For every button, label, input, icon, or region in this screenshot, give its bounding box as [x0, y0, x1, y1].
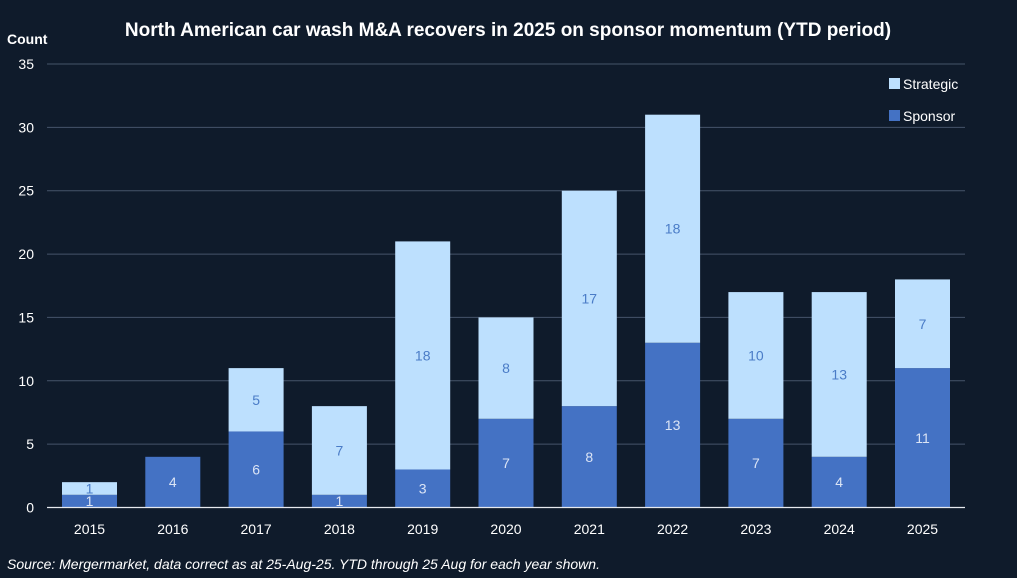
y-tick-label: 5	[26, 436, 34, 452]
data-label-sponsor-2025: 11	[915, 430, 930, 446]
data-label-strategic-2025: 7	[919, 316, 927, 332]
x-tick-label: 2020	[490, 521, 521, 537]
bar-strategic-2018	[311, 406, 367, 495]
y-tick-label: 15	[18, 309, 34, 325]
bars	[62, 114, 950, 508]
bar-strategic-2025	[895, 279, 950, 369]
x-tick-label: 2024	[824, 521, 855, 537]
bar-strategic-2020	[478, 317, 534, 419]
y-axis-title: Count	[7, 31, 48, 47]
data-label-strategic-2021: 17	[582, 290, 598, 306]
y-tick-label: 35	[18, 56, 34, 72]
bar-strategic-2019	[395, 241, 451, 470]
bar-sponsor-2015	[62, 494, 117, 508]
data-label-sponsor-2017: 6	[252, 461, 260, 477]
data-label-sponsor-2022: 13	[665, 417, 681, 433]
y-tick-label: 20	[18, 246, 34, 262]
x-tick-label: 2025	[907, 521, 938, 537]
legend: Strategic Sponsor	[889, 76, 958, 124]
bar-sponsor-2017	[228, 431, 284, 508]
bar-sponsor-2025	[895, 368, 950, 508]
y-tick-label: 0	[26, 500, 34, 516]
data-label-sponsor-2016: 4	[169, 474, 177, 490]
y-axis-ticks: 0 5 10 15 20 25 30 35	[18, 56, 34, 516]
bar-strategic-2023	[728, 292, 784, 419]
data-label-strategic-2019: 18	[415, 347, 431, 363]
data-label-strategic-2017: 5	[252, 392, 260, 408]
data-label-sponsor-2018: 1	[336, 493, 344, 509]
x-axis-ticks: 2015 2016 2017 2018 2019 2020 2021 2022 2023 2024…	[74, 521, 938, 537]
bar-strategic-2021	[561, 190, 617, 407]
bar-sponsor-2018	[311, 494, 367, 508]
data-label-sponsor-2023: 7	[752, 455, 760, 471]
bar-sponsor-2023	[728, 418, 784, 508]
data-label-strategic-2022: 18	[665, 221, 681, 237]
source-note: Source: Mergermarket, data correct as at…	[7, 556, 600, 572]
y-tick-label: 25	[18, 183, 34, 199]
x-tick-label: 2019	[407, 521, 438, 537]
data-label-strategic-2024: 13	[831, 366, 847, 382]
x-tick-label: 2023	[740, 521, 771, 537]
bar-strategic-2024	[811, 292, 867, 457]
data-label-sponsor-2019: 3	[419, 480, 427, 496]
x-tick-label: 2018	[324, 521, 355, 537]
legend-label-strategic: Strategic	[903, 76, 958, 92]
bar-strategic-2022	[645, 114, 701, 343]
data-label-sponsor-2024: 4	[835, 474, 843, 490]
data-label-sponsor-2020: 7	[502, 455, 510, 471]
bar-sponsor-2016	[145, 456, 201, 508]
data-label-strategic-2018: 7	[336, 442, 344, 458]
bar-sponsor-2020	[478, 418, 534, 508]
data-label-strategic-2020: 8	[502, 360, 510, 376]
bar-strategic-2015	[62, 482, 117, 495]
bar-strategic-2017	[228, 368, 284, 432]
x-tick-label: 2022	[657, 521, 688, 537]
x-tick-label: 2015	[74, 521, 105, 537]
legend-swatch-strategic	[889, 78, 900, 89]
x-tick-label: 2016	[157, 521, 188, 537]
legend-swatch-sponsor	[889, 110, 900, 121]
bar-sponsor-2019	[395, 469, 451, 508]
y-tick-label: 30	[18, 119, 34, 135]
x-tick-label: 2017	[241, 521, 272, 537]
legend-label-sponsor: Sponsor	[903, 108, 955, 124]
bar-sponsor-2022	[645, 342, 701, 508]
bar-sponsor-2024	[811, 456, 867, 508]
x-tick-label: 2021	[574, 521, 605, 537]
y-tick-label: 10	[18, 373, 34, 389]
data-label-sponsor-2021: 8	[585, 449, 593, 465]
bar-sponsor-2021	[561, 406, 617, 508]
chart-title: North American car wash M&A recovers in …	[125, 20, 891, 41]
data-label-strategic-2015: 1	[86, 480, 94, 496]
data-label-strategic-2023: 10	[748, 347, 764, 363]
data-label-sponsor-2015: 1	[86, 493, 94, 509]
